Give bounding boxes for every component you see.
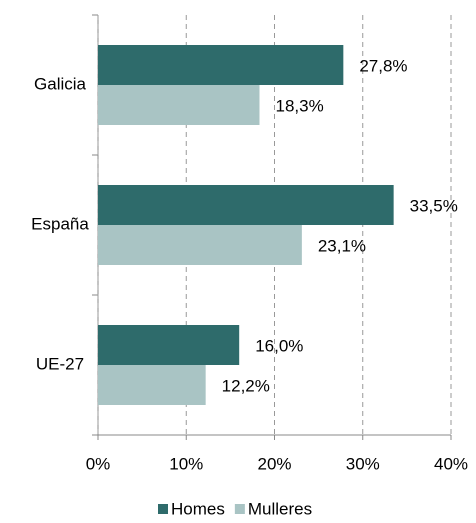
y-tick-label: España <box>31 214 89 233</box>
y-tick-label: Galicia <box>34 74 87 93</box>
value-label: 18,3% <box>275 96 323 115</box>
value-label: 27,8% <box>359 56 407 75</box>
value-label: 23,1% <box>318 236 366 255</box>
bar <box>98 225 302 265</box>
bar <box>98 85 260 125</box>
y-tick-label: UE-27 <box>36 354 84 373</box>
legend-swatch <box>234 504 245 514</box>
x-tick-label: 30% <box>346 454 380 473</box>
value-label: 16,0% <box>255 336 303 355</box>
bar <box>98 365 206 405</box>
x-tick-label: 20% <box>257 454 291 473</box>
legend-swatch <box>158 504 168 514</box>
x-tick-label: 10% <box>169 454 203 473</box>
value-label: 12,2% <box>222 376 270 395</box>
x-tick-label: 0% <box>86 454 111 473</box>
legend-label: Mulleres <box>248 499 312 518</box>
bar <box>98 325 240 365</box>
x-tick-label: 40% <box>434 454 468 473</box>
value-label: 33,5% <box>410 196 458 215</box>
bar <box>98 45 344 85</box>
bar <box>98 185 394 225</box>
legend-label: Homes <box>171 499 225 518</box>
